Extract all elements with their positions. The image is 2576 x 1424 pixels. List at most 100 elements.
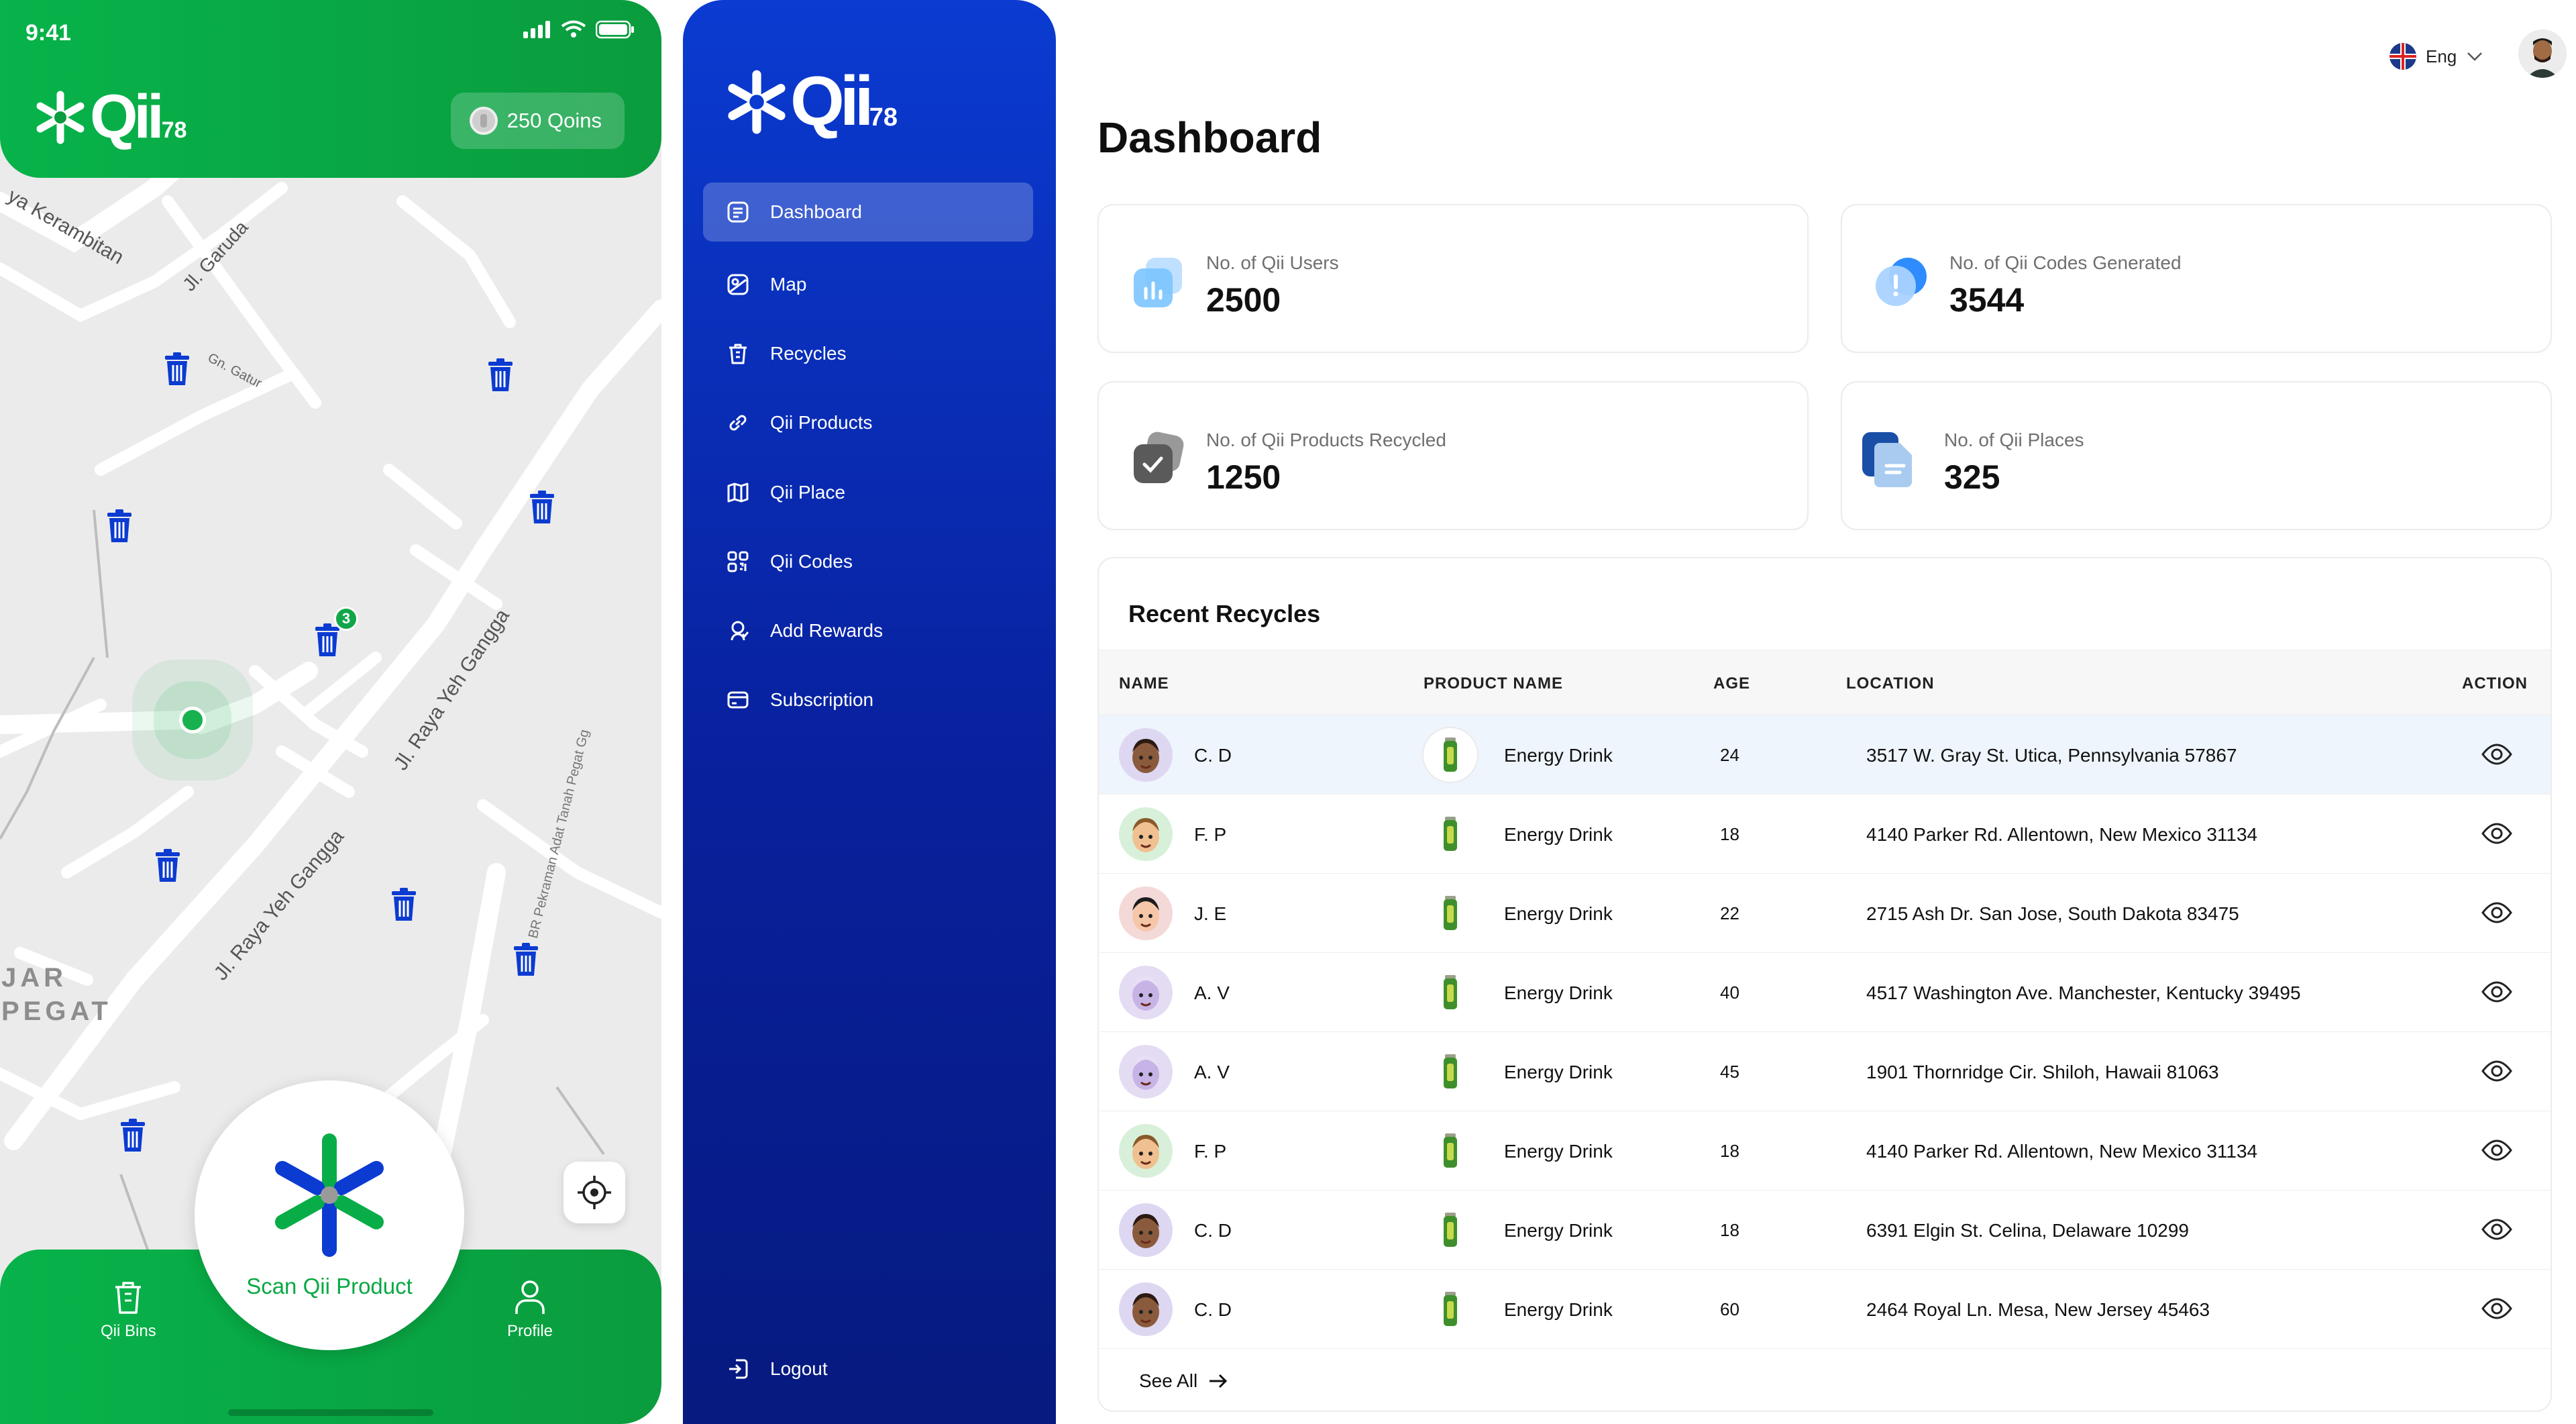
- check-card-icon: [1134, 431, 1184, 483]
- sidebar-item-qii-products[interactable]: Qii Products: [703, 393, 1033, 452]
- view-eye-icon[interactable]: [2481, 821, 2513, 846]
- row-product: Energy Drink: [1504, 1299, 1613, 1320]
- sidebar-item-label: Subscription: [770, 689, 874, 710]
- sidebar-item-label: Recycles: [770, 343, 847, 364]
- sidebar-item-subscription[interactable]: Subscription: [703, 670, 1033, 729]
- home-indicator: [228, 1409, 433, 1416]
- view-eye-icon[interactable]: [2481, 742, 2513, 766]
- row-age: 18: [1720, 824, 1739, 844]
- table-row[interactable]: A. V Energy Drink 40 4517 Washington Ave. M…: [1099, 953, 2551, 1032]
- row-product: Energy Drink: [1504, 982, 1613, 1003]
- view-eye-icon[interactable]: [2481, 1217, 2513, 1241]
- row-location: 3517 W. Gray St. Utica, Pennsylvania 578…: [1866, 745, 2237, 766]
- locate-me-button[interactable]: [564, 1162, 625, 1223]
- qoins-balance[interactable]: 250 Qoins: [450, 93, 625, 149]
- user-avatar[interactable]: [2518, 30, 2567, 78]
- sidebar-item-dashboard[interactable]: Dashboard: [703, 183, 1033, 242]
- bin-marker[interactable]: [164, 352, 191, 387]
- energy-drink-can-icon: [1424, 728, 1477, 782]
- row-location: 1901 Thornridge Cir. Shiloh, Hawaii 8106…: [1866, 1062, 2219, 1082]
- column-header: NAME: [1119, 674, 1169, 693]
- energy-drink-can-icon: [1424, 1203, 1477, 1257]
- dashboard-icon: [726, 200, 750, 224]
- bin-marker[interactable]: [390, 887, 417, 922]
- bin-marker[interactable]: [119, 1118, 146, 1153]
- arrow-right-icon: [1210, 1374, 1228, 1388]
- row-age: 18: [1720, 1220, 1739, 1240]
- avatar: [1119, 966, 1173, 1019]
- stat-card-users: No. of Qii Users 2500: [1097, 204, 1809, 353]
- row-age: 18: [1720, 1141, 1739, 1161]
- energy-drink-can-icon: [1424, 966, 1477, 1019]
- coin-icon: [469, 107, 498, 135]
- row-location: 2715 Ash Dr. San Jose, South Dakota 8347…: [1866, 903, 2239, 924]
- tab-label: Profile: [507, 1322, 553, 1340]
- row-name: F. P: [1194, 824, 1227, 845]
- see-all-link[interactable]: See All: [1139, 1370, 1228, 1392]
- bin-marker[interactable]: [154, 848, 181, 883]
- qoins-label: 250 Qoins: [506, 109, 602, 132]
- map-fold-icon: [726, 480, 750, 505]
- row-name: A. V: [1194, 1062, 1230, 1082]
- sidebar-item-add-rewards[interactable]: Add Rewards: [703, 601, 1033, 660]
- sidebar-item-qii-codes[interactable]: Qii Codes: [703, 532, 1033, 591]
- bin-cluster-marker[interactable]: 3: [314, 607, 358, 658]
- view-eye-icon[interactable]: [2481, 980, 2513, 1004]
- app-header: 9:41 Qii 78 250 Qoins: [0, 0, 661, 178]
- scan-qii-product-button[interactable]: Scan Qii Product: [195, 1080, 464, 1350]
- view-eye-icon[interactable]: [2481, 1296, 2513, 1321]
- stat-card-codes: No. of Qii Codes Generated 3544: [1841, 204, 2552, 353]
- sidebar-item-map[interactable]: Map: [703, 255, 1033, 314]
- scan-label: Scan Qii Product: [246, 1274, 413, 1299]
- bin-marker[interactable]: [529, 490, 555, 525]
- trash-icon: [726, 342, 750, 366]
- trash-icon: [392, 888, 416, 921]
- stat-value: 3544: [1949, 281, 2025, 319]
- recent-recycles-card: Recent Recycles NAME PRODUCT NAME AGE LO…: [1097, 557, 2552, 1412]
- table-row[interactable]: F. P Energy Drink 18 4140 Parker Rd. Allent…: [1099, 795, 2551, 874]
- stat-label: No. of Qii Places: [1944, 429, 2084, 450]
- energy-drink-can-icon: [1424, 1045, 1477, 1099]
- row-name: A. V: [1194, 982, 1230, 1003]
- table-row[interactable]: C. D Energy Drink 60 2464 Royal Ln. Mesa, N…: [1099, 1270, 2551, 1349]
- bin-marker[interactable]: [106, 509, 133, 544]
- sidebar-item-label: Qii Place: [770, 482, 846, 503]
- bin-marker[interactable]: [487, 358, 514, 393]
- document-icon: [1862, 432, 1912, 487]
- table-row[interactable]: C. D Energy Drink 18 6391 Elgin St. Celina,…: [1099, 1190, 2551, 1270]
- avatar: [1119, 728, 1173, 782]
- table-row[interactable]: C. D Energy Drink 24 3517 W. Gray St. Utica…: [1099, 715, 2551, 795]
- sidebar-item-label: Map: [770, 274, 807, 295]
- bin-marker[interactable]: [513, 942, 539, 977]
- stat-value: 2500: [1206, 281, 1281, 319]
- row-location: 4140 Parker Rd. Allentown, New Mexico 31…: [1866, 824, 2258, 845]
- trash-icon: [156, 849, 180, 882]
- tab-profile[interactable]: Profile: [507, 1279, 553, 1341]
- sidebar-item-label: Qii Products: [770, 412, 873, 433]
- language-label: Eng: [2426, 46, 2457, 66]
- view-eye-icon[interactable]: [2481, 901, 2513, 925]
- table-row[interactable]: F. P Energy Drink 18 4140 Parker Rd. Allent…: [1099, 1111, 2551, 1190]
- row-product: Energy Drink: [1504, 824, 1613, 845]
- stat-label: No. of Qii Users: [1206, 252, 1339, 273]
- view-eye-icon[interactable]: [2481, 1138, 2513, 1162]
- sidebar-item-recycles[interactable]: Recycles: [703, 324, 1033, 383]
- row-age: 60: [1720, 1299, 1739, 1319]
- table-row[interactable]: A. V Energy Drink 45 1901 Thornridge Cir. S…: [1099, 1032, 2551, 1111]
- qii-logo-icon: [275, 1133, 384, 1257]
- avatar: [1119, 1124, 1173, 1178]
- tab-qii-bins[interactable]: Qii Bins: [101, 1279, 156, 1341]
- sidebar-item-qii-place[interactable]: Qii Place: [703, 463, 1033, 522]
- language-selector[interactable]: Eng: [2390, 43, 2483, 70]
- energy-drink-can-icon: [1424, 807, 1477, 861]
- table-row[interactable]: J. E Energy Drink 22 2715 Ash Dr. San Jose,…: [1099, 874, 2551, 953]
- brand-text: Qii: [90, 83, 164, 151]
- see-all-label: See All: [1139, 1370, 1198, 1391]
- view-eye-icon[interactable]: [2481, 1059, 2513, 1083]
- avatar: [1119, 1203, 1173, 1257]
- avatar: [1119, 1282, 1173, 1336]
- map-icon: [726, 272, 750, 297]
- column-header: LOCATION: [1846, 674, 1935, 693]
- logout-label: Logout: [770, 1358, 828, 1379]
- logout-button[interactable]: Logout: [703, 1339, 1033, 1398]
